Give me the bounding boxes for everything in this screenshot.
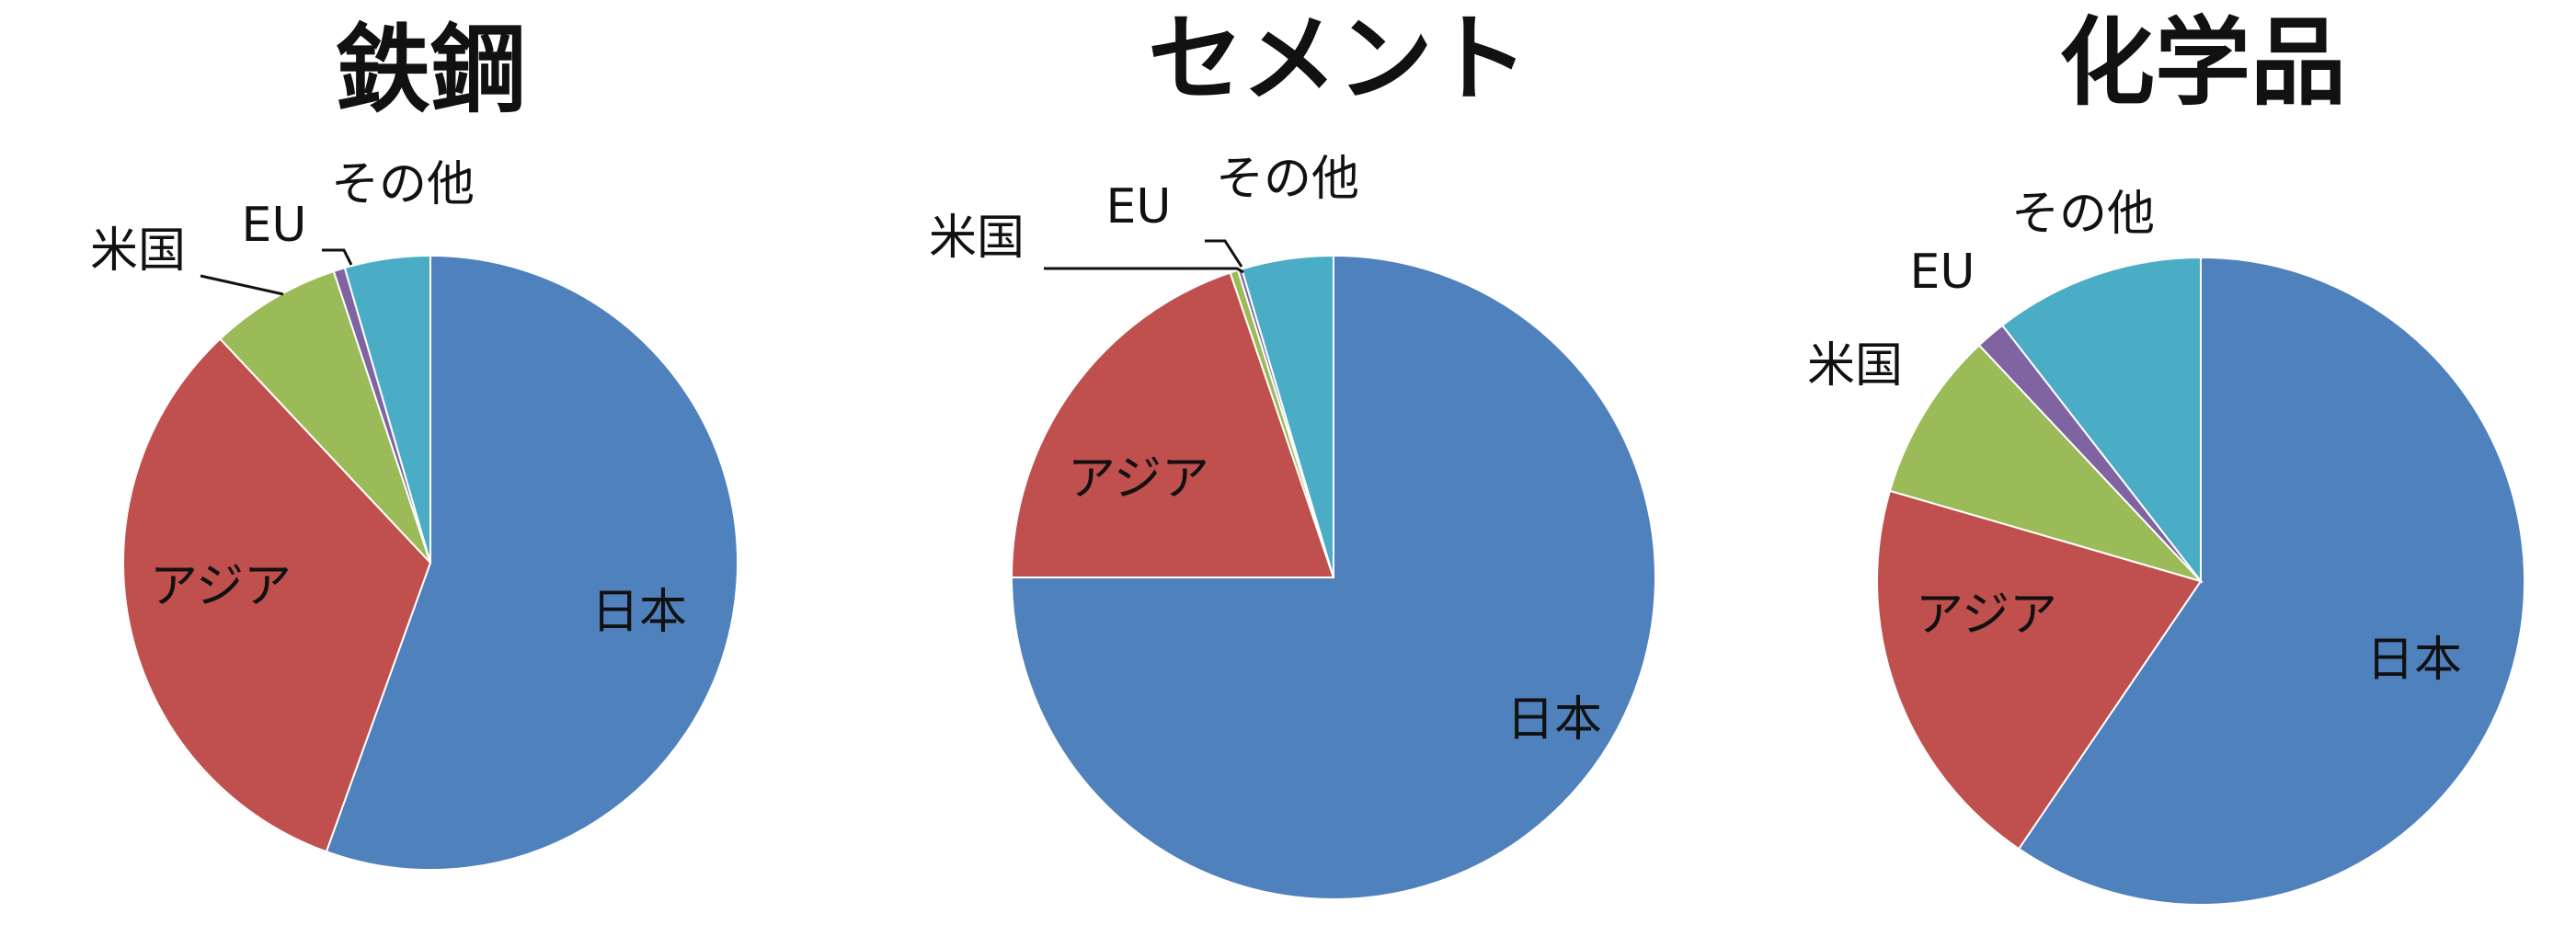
cement-slice-4 — [1240, 254, 1334, 578]
cement-slices — [1010, 254, 1656, 900]
cement-slice-1 — [1010, 271, 1335, 578]
steel-slice-label-1: アジア — [150, 559, 292, 614]
cement-slice-label-1: アジア — [1068, 451, 1209, 507]
chemicals-slice-label-0: 日本 — [2366, 633, 2462, 688]
steel-labels: 日本 アジア 米国 EU その他 — [90, 157, 687, 640]
chemicals-slice-0 — [2017, 256, 2525, 906]
cement-labels: 日本 アジア 米国 EU その他 — [929, 152, 1602, 748]
chemicals-slice-label-3: EU — [1910, 245, 1975, 300]
cement-slice-label-0: 日本 — [1506, 692, 1602, 748]
steel-leader-line-2 — [200, 274, 284, 296]
chemicals-slice-label-4: その他 — [2011, 187, 2155, 242]
chemicals-slice-1 — [1876, 489, 2203, 851]
steel-slice-label-4: その他 — [331, 157, 475, 212]
pie-chart-cement: セメント 日本 アジア 米国 EU その他 — [929, 3, 1656, 900]
steel-slices — [121, 254, 738, 871]
chart-title-cement: セメント — [1148, 3, 1528, 115]
steel-slice-2 — [218, 269, 431, 564]
cement-slice-label-3: EU — [1106, 179, 1172, 234]
chemicals-slice-label-2: 米国 — [1807, 338, 1903, 394]
chemicals-slice-label-1: アジア — [1916, 588, 2057, 643]
cement-leader-line-2 — [1044, 267, 1244, 274]
cement-leader-line-3 — [1205, 239, 1243, 268]
chemicals-slice-2 — [1888, 343, 2204, 583]
chemicals-slices — [1876, 256, 2525, 906]
steel-slice-0 — [325, 254, 738, 871]
steel-slice-1 — [121, 337, 432, 853]
steel-slice-4 — [343, 254, 431, 564]
cement-slice-label-4: その他 — [1216, 152, 1359, 207]
cement-slice-label-2: 米国 — [929, 211, 1025, 266]
steel-slice-label-0: 日本 — [591, 585, 687, 640]
steel-leader-line-3 — [322, 248, 353, 266]
chart-title-steel: 鉄鋼 — [335, 14, 526, 126]
chemicals-slice-4 — [2000, 256, 2202, 584]
chart-title-chemicals: 化学品 — [2059, 6, 2346, 119]
steel-slice-label-2: 米国 — [90, 223, 186, 279]
cement-slice-0 — [1010, 254, 1656, 900]
pie-chart-steel: 鉄鋼 日本 アジア 米国 EU その他 — [90, 14, 738, 871]
steel-slice-label-3: EU — [242, 198, 307, 253]
